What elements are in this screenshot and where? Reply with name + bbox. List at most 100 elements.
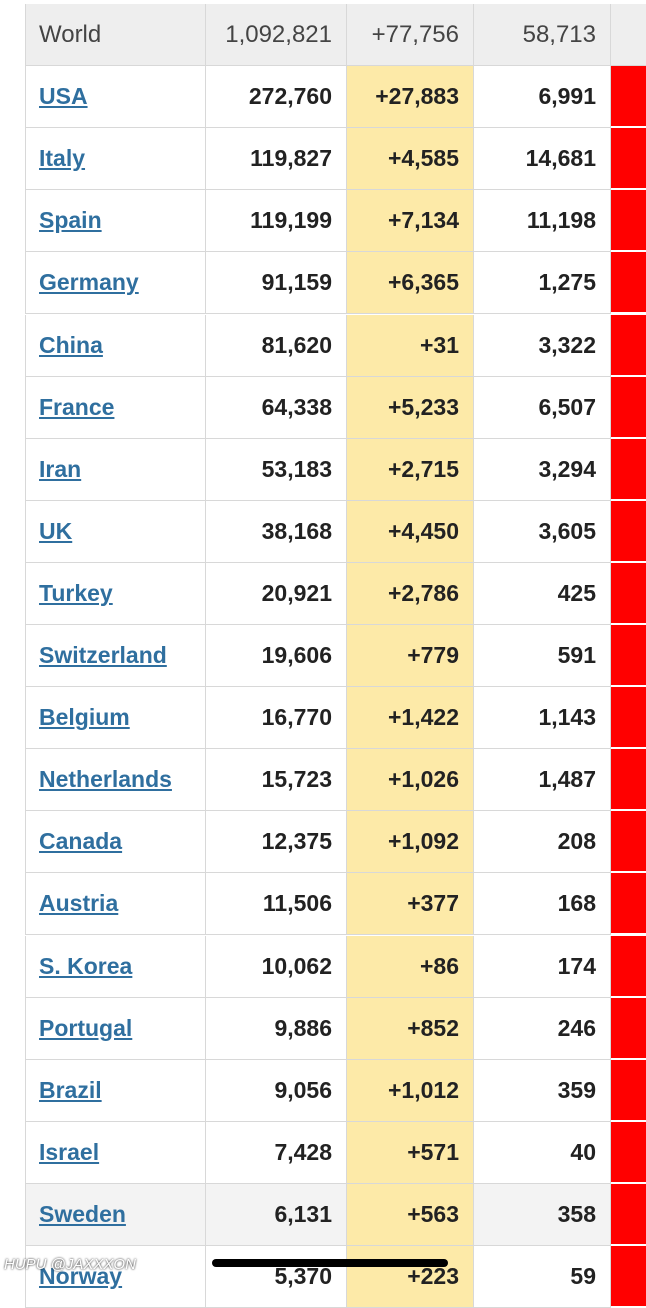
- country-link[interactable]: UK: [39, 517, 73, 544]
- country-cell: Canada: [25, 811, 206, 874]
- country-link[interactable]: Canada: [39, 828, 123, 855]
- total-deaths-cell: 359: [474, 1059, 611, 1122]
- total-deaths-cell: 425: [474, 562, 611, 625]
- country-cell: France: [25, 376, 206, 439]
- status-cell: [611, 687, 646, 750]
- country-link[interactable]: Italy: [39, 145, 86, 172]
- country-cell: Netherlands: [25, 749, 206, 812]
- status-cell: [611, 1059, 646, 1122]
- total-deaths-cell: 59: [474, 1246, 611, 1308]
- total-cases-cell: 119,199: [206, 190, 347, 253]
- total-deaths-cell: 168: [474, 873, 611, 936]
- status-cell: [611, 1246, 646, 1308]
- country-link[interactable]: Austria: [39, 890, 119, 917]
- status-cell: [611, 935, 646, 998]
- total-deaths-cell: 40: [474, 1121, 611, 1184]
- country-link[interactable]: Spain: [39, 207, 102, 234]
- status-cell: [611, 1183, 646, 1246]
- country-link[interactable]: USA: [39, 83, 88, 110]
- status-cell: [611, 438, 646, 501]
- status-cell: [611, 128, 646, 191]
- total-deaths-cell: 1,143: [474, 687, 611, 750]
- country-link[interactable]: Netherlands: [39, 766, 172, 793]
- new-cases-cell: +1,012: [347, 1059, 474, 1122]
- new-cases-cell: +1,092: [347, 811, 474, 874]
- country-link[interactable]: Turkey: [39, 579, 113, 606]
- new-cases-cell: +86: [347, 935, 474, 998]
- total-deaths-cell: 1,275: [474, 252, 611, 315]
- total-cases-cell: 38,168: [206, 500, 347, 563]
- new-cases-cell: +779: [347, 625, 474, 688]
- country-cell: Brazil: [25, 1059, 206, 1122]
- total-cases-cell: 53,183: [206, 438, 347, 501]
- country-cell: Italy: [25, 128, 206, 191]
- total-cases-cell: 81,620: [206, 314, 347, 377]
- new-cases-cell: +4,450: [347, 500, 474, 563]
- status-cell: [611, 873, 646, 936]
- total-deaths-cell: 6,991: [474, 66, 611, 129]
- new-cases-cell: +1,026: [347, 749, 474, 812]
- country-link[interactable]: Portugal: [39, 1014, 133, 1041]
- total-cases-cell: 9,886: [206, 997, 347, 1060]
- new-cases-cell: +563: [347, 1183, 474, 1246]
- country-link[interactable]: China: [39, 331, 103, 358]
- status-cell: [611, 252, 646, 315]
- total-deaths-cell: 3,322: [474, 314, 611, 377]
- country-cell: Israel: [25, 1121, 206, 1184]
- new-cases-cell: +4,585: [347, 128, 474, 191]
- country-link[interactable]: Germany: [39, 269, 139, 296]
- total-cases-cell: 119,827: [206, 128, 347, 191]
- country-cell: Switzerland: [25, 625, 206, 688]
- new-cases-cell: +852: [347, 997, 474, 1060]
- status-cell: [611, 4, 646, 67]
- country-link[interactable]: Brazil: [39, 1076, 102, 1103]
- total-deaths-cell: 11,198: [474, 190, 611, 253]
- country-cell: Germany: [25, 252, 206, 315]
- country-cell: S. Korea: [25, 935, 206, 998]
- total-deaths-cell: 1,487: [474, 749, 611, 812]
- new-cases-cell: +1,422: [347, 687, 474, 750]
- total-cases-cell: 10,062: [206, 935, 347, 998]
- new-cases-cell: +2,786: [347, 562, 474, 625]
- watermark: HUPU @JAXXXON: [4, 1256, 136, 1273]
- status-cell: [611, 749, 646, 812]
- new-cases-cell: +31: [347, 314, 474, 377]
- country-cell: Belgium: [25, 687, 206, 750]
- country-link[interactable]: S. Korea: [39, 952, 133, 979]
- new-cases-cell: +27,883: [347, 66, 474, 129]
- country-cell: USA: [25, 66, 206, 129]
- total-deaths-cell: 246: [474, 997, 611, 1060]
- total-deaths-cell: 208: [474, 811, 611, 874]
- status-cell: [611, 811, 646, 874]
- country-link[interactable]: Switzerland: [39, 642, 167, 669]
- new-cases-cell: +6,365: [347, 252, 474, 315]
- country-cell: World: [25, 4, 206, 67]
- total-cases-cell: 19,606: [206, 625, 347, 688]
- total-cases-cell: 12,375: [206, 811, 347, 874]
- country-link[interactable]: France: [39, 393, 115, 420]
- total-deaths-cell: 14,681: [474, 128, 611, 191]
- new-cases-cell: +5,233: [347, 376, 474, 439]
- total-deaths-cell: 358: [474, 1183, 611, 1246]
- new-cases-cell: +77,756: [347, 4, 474, 67]
- total-cases-cell: 15,723: [206, 749, 347, 812]
- total-cases-cell: 16,770: [206, 687, 347, 750]
- country-link[interactable]: Iran: [39, 455, 82, 482]
- country-link[interactable]: Israel: [39, 1138, 100, 1165]
- country-cell: UK: [25, 500, 206, 563]
- status-cell: [611, 376, 646, 439]
- country-cell: Turkey: [25, 562, 206, 625]
- total-cases-cell: 64,338: [206, 376, 347, 439]
- total-cases-cell: 20,921: [206, 562, 347, 625]
- status-cell: [611, 997, 646, 1060]
- total-deaths-cell: 58,713: [474, 4, 611, 67]
- country-link[interactable]: Sweden: [39, 1200, 126, 1227]
- home-indicator: [212, 1259, 448, 1267]
- total-deaths-cell: 3,605: [474, 500, 611, 563]
- total-deaths-cell: 6,507: [474, 376, 611, 439]
- status-cell: [611, 314, 646, 377]
- new-cases-cell: +571: [347, 1121, 474, 1184]
- country-cell: China: [25, 314, 206, 377]
- status-cell: [611, 190, 646, 253]
- country-link[interactable]: Belgium: [39, 704, 130, 731]
